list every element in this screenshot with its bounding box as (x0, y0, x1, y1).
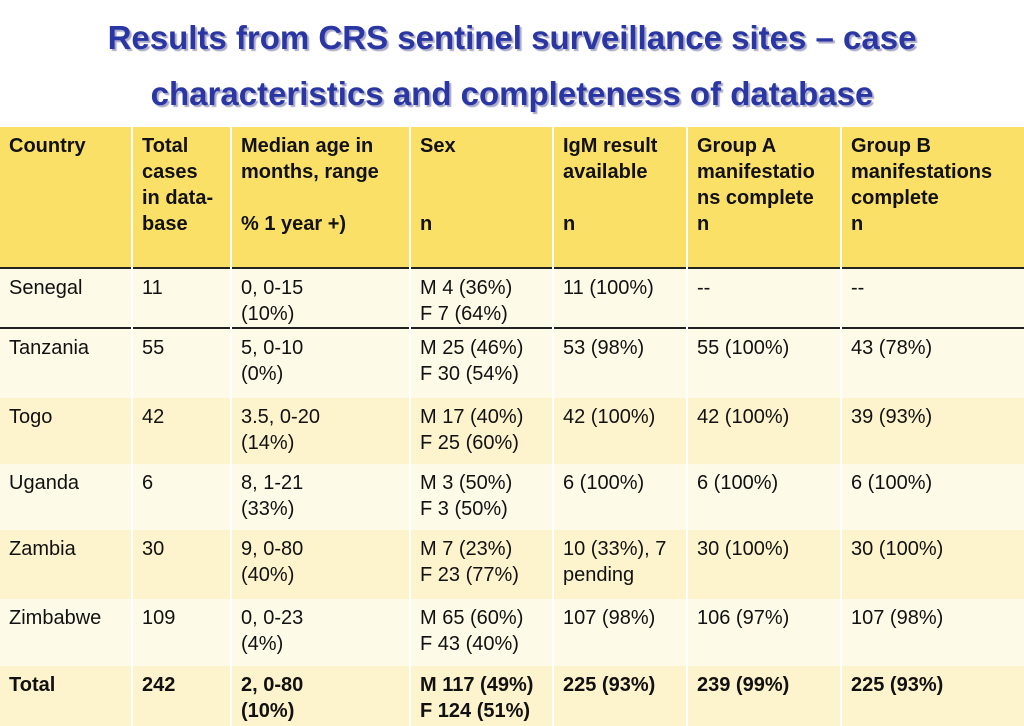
table-header-row: Country Total cases in data- base Median… (0, 127, 1024, 268)
table-row: Togo 42 3.5, 0-20 (14%) M 17 (40%) F 25 (6… (0, 398, 1024, 464)
cell-median: 2, 0-80 (10%) (231, 666, 411, 726)
cell-sex: M 3 (50%) F 3 (50%) (410, 464, 554, 530)
table-row-total: Total 242 2, 0-80 (10%) M 117 (49%) F 124 … (0, 666, 1024, 726)
cell-group-a: 42 (100%) (687, 398, 842, 464)
cell-igm: 53 (98%) (553, 328, 688, 398)
header-sex: Sex n (410, 127, 554, 268)
header-median-age: Median age in months, range % 1 year +) (231, 127, 411, 268)
cell-group-a: 6 (100%) (687, 464, 842, 530)
cell-group-b: 39 (93%) (841, 398, 1024, 464)
cell-total: 11 (132, 268, 232, 328)
cell-country: Zimbabwe (0, 599, 133, 666)
cell-median: 9, 0-80 (40%) (231, 530, 411, 599)
cell-igm: 42 (100%) (553, 398, 688, 464)
cell-igm: 11 (100%) (553, 268, 688, 328)
cell-group-a: 30 (100%) (687, 530, 842, 599)
cell-group-b: 43 (78%) (841, 328, 1024, 398)
cell-group-a: 106 (97%) (687, 599, 842, 666)
cell-total: 109 (132, 599, 232, 666)
cell-group-b: -- (841, 268, 1024, 328)
table-row: Uganda 6 8, 1-21 (33%) M 3 (50%) F 3 (50%)… (0, 464, 1024, 530)
cell-group-a: 55 (100%) (687, 328, 842, 398)
cell-igm: 10 (33%), 7 pending (553, 530, 688, 599)
table-row: Zimbabwe 109 0, 0-23 (4%) M 65 (60%) F 43 … (0, 599, 1024, 666)
cell-igm: 225 (93%) (553, 666, 688, 726)
header-country: Country (0, 127, 133, 268)
cell-sex: M 117 (49%) F 124 (51%) (410, 666, 554, 726)
cell-country: Tanzania (0, 328, 133, 398)
slide-title-line2: characteristics and completeness of data… (150, 75, 874, 112)
cell-group-b: 30 (100%) (841, 530, 1024, 599)
cell-country: Uganda (0, 464, 133, 530)
header-total-cases: Total cases in data- base (132, 127, 232, 268)
cell-total: 242 (132, 666, 232, 726)
cell-sex: M 17 (40%) F 25 (60%) (410, 398, 554, 464)
cell-sex: M 4 (36%) F 7 (64%) (410, 268, 554, 328)
cell-sex: M 7 (23%) F 23 (77%) (410, 530, 554, 599)
cell-group-b: 6 (100%) (841, 464, 1024, 530)
cell-median: 5, 0-10 (0%) (231, 328, 411, 398)
cell-total: 30 (132, 530, 232, 599)
cell-total: 6 (132, 464, 232, 530)
cell-median: 0, 0-15 (10%) (231, 268, 411, 328)
cell-country: Zambia (0, 530, 133, 599)
table-row: Zambia 30 9, 0-80 (40%) M 7 (23%) F 23 (77… (0, 530, 1024, 599)
cell-country: Togo (0, 398, 133, 464)
header-igm: IgM result available n (553, 127, 688, 268)
cell-country: Total (0, 666, 133, 726)
cell-group-b: 107 (98%) (841, 599, 1024, 666)
cell-group-a: -- (687, 268, 842, 328)
table-row: Tanzania 55 5, 0-10 (0%) M 25 (46%) F 30 (… (0, 328, 1024, 398)
results-table: Country Total cases in data- base Median… (0, 127, 1024, 726)
cell-sex: M 25 (46%) F 30 (54%) (410, 328, 554, 398)
cell-group-a: 239 (99%) (687, 666, 842, 726)
slide-title: Results from CRS sentinel surveillance s… (0, 10, 1024, 122)
slide-title-line1: Results from CRS sentinel surveillance s… (107, 19, 917, 56)
cell-median: 8, 1-21 (33%) (231, 464, 411, 530)
cell-total: 42 (132, 398, 232, 464)
cell-total: 55 (132, 328, 232, 398)
cell-median: 3.5, 0-20 (14%) (231, 398, 411, 464)
table-row: Senegal 11 0, 0-15 (10%) M 4 (36%) F 7 (64… (0, 268, 1024, 328)
header-group-b: Group B manifestations complete n (841, 127, 1024, 268)
cell-sex: M 65 (60%) F 43 (40%) (410, 599, 554, 666)
cell-group-b: 225 (93%) (841, 666, 1024, 726)
cell-country: Senegal (0, 268, 133, 328)
cell-median: 0, 0-23 (4%) (231, 599, 411, 666)
header-group-a: Group A manifestatio ns complete n (687, 127, 842, 268)
cell-igm: 6 (100%) (553, 464, 688, 530)
cell-igm: 107 (98%) (553, 599, 688, 666)
